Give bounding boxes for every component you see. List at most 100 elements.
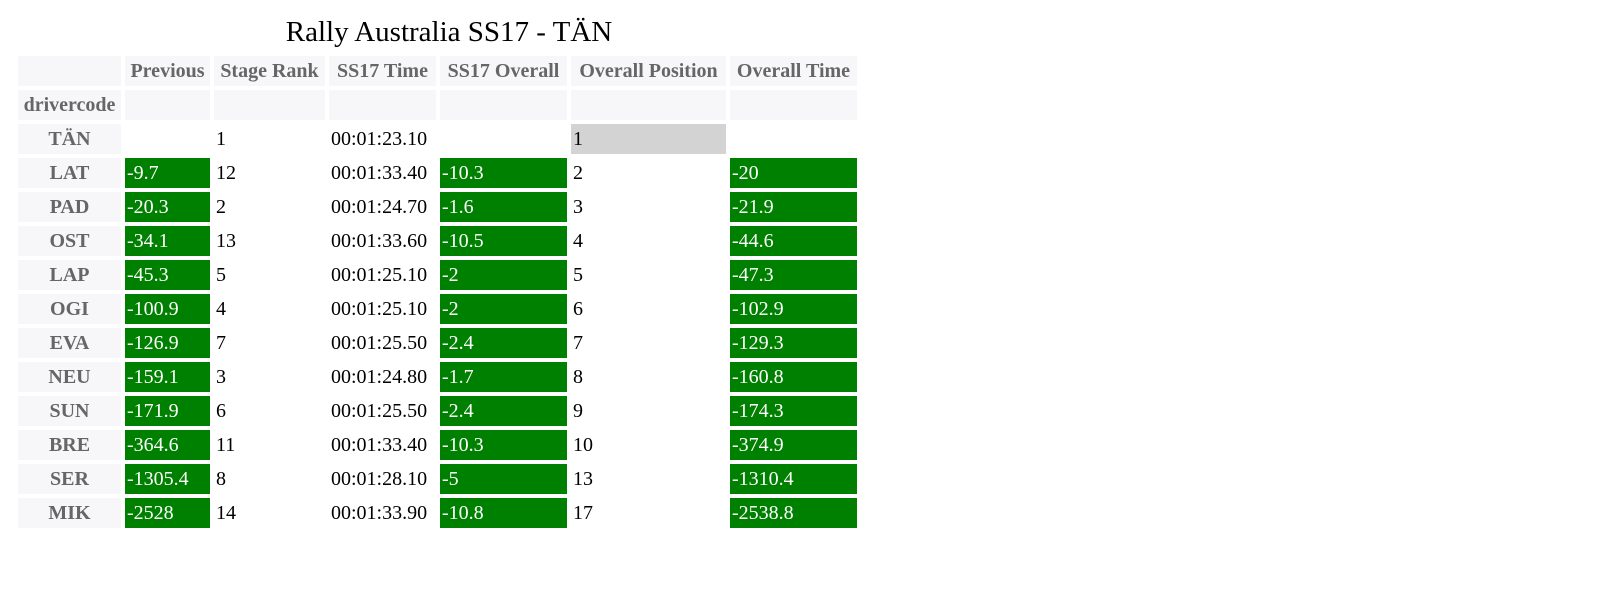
stage-rank-cell: 13 bbox=[216, 230, 236, 252]
overall-position-cell: 4 bbox=[573, 230, 583, 252]
previous-cell: -159.1 bbox=[125, 362, 210, 392]
previous-cell: -1305.4 bbox=[125, 464, 210, 494]
overall-position-cell: 8 bbox=[573, 366, 583, 388]
table-row: TÄN 1 00:01:23.10 1 bbox=[18, 124, 857, 154]
table-row: LAP -45.3 5 00:01:25.10 -2 5 -47.3 bbox=[18, 260, 857, 290]
overall-position-cell: 7 bbox=[573, 332, 583, 354]
stage-rank-cell: 1 bbox=[216, 128, 226, 150]
stage-rank-cell: 7 bbox=[216, 332, 226, 354]
previous-cell: -2528 bbox=[125, 498, 210, 528]
ss17-overall-cell: -10.3 bbox=[440, 430, 567, 460]
index-row-blank bbox=[214, 90, 325, 120]
ss17-overall-cell: -2.4 bbox=[440, 328, 567, 358]
driver-code: SUN bbox=[18, 396, 121, 426]
overall-position-cell: 9 bbox=[573, 400, 583, 422]
overall-time-cell bbox=[730, 124, 857, 154]
ss17-overall-cell: -10.3 bbox=[440, 158, 567, 188]
overall-time-cell: -160.8 bbox=[730, 362, 857, 392]
corner-header bbox=[18, 56, 121, 86]
driver-code: MIK bbox=[18, 498, 121, 528]
results-container: Rally Australia SS17 - TÄN Previous Stag… bbox=[18, 12, 880, 532]
driver-code: LAP bbox=[18, 260, 121, 290]
ss17-time-cell: 00:01:25.10 bbox=[331, 264, 428, 286]
driver-code: SER bbox=[18, 464, 121, 494]
stage-rank-cell: 11 bbox=[216, 434, 236, 456]
stage-rank-cell: 6 bbox=[216, 400, 226, 422]
ss17-time-cell: 00:01:33.90 bbox=[331, 502, 428, 524]
driver-code: PAD bbox=[18, 192, 121, 222]
driver-code: BRE bbox=[18, 430, 121, 460]
previous-cell: -20.3 bbox=[125, 192, 210, 222]
ss17-overall-cell: -2.4 bbox=[440, 396, 567, 426]
table-row: OST -34.1 13 00:01:33.60 -10.5 4 -44.6 bbox=[18, 226, 857, 256]
overall-position-cell: 1 bbox=[571, 124, 726, 154]
table-row: PAD -20.3 2 00:01:24.70 -1.6 3 -21.9 bbox=[18, 192, 857, 222]
overall-position-cell: 13 bbox=[573, 468, 593, 490]
column-header-ss17-overall: SS17 Overall bbox=[440, 56, 567, 86]
table-row: BRE -364.6 11 00:01:33.40 -10.3 10 -374.9 bbox=[18, 430, 857, 460]
index-row-blank bbox=[571, 90, 726, 120]
overall-time-cell: -44.6 bbox=[730, 226, 857, 256]
column-header-ss17-time: SS17 Time bbox=[329, 56, 436, 86]
ss17-overall-cell bbox=[440, 124, 567, 154]
stage-rank-cell: 4 bbox=[216, 298, 226, 320]
stage-rank-cell: 14 bbox=[216, 502, 236, 524]
overall-time-cell: -20 bbox=[730, 158, 857, 188]
overall-time-cell: -1310.4 bbox=[730, 464, 857, 494]
overall-position-cell: 10 bbox=[573, 434, 593, 456]
overall-time-cell: -47.3 bbox=[730, 260, 857, 290]
ss17-time-cell: 00:01:33.40 bbox=[331, 162, 428, 184]
overall-position-cell: 6 bbox=[573, 298, 583, 320]
table-header: Previous Stage Rank SS17 Time SS17 Overa… bbox=[18, 56, 857, 120]
column-header-previous: Previous bbox=[125, 56, 210, 86]
previous-cell: -126.9 bbox=[125, 328, 210, 358]
overall-time-cell: -174.3 bbox=[730, 396, 857, 426]
previous-cell: -364.6 bbox=[125, 430, 210, 460]
overall-time-cell: -129.3 bbox=[730, 328, 857, 358]
driver-code: OGI bbox=[18, 294, 121, 324]
overall-time-cell: -21.9 bbox=[730, 192, 857, 222]
driver-code: EVA bbox=[18, 328, 121, 358]
column-header-row: Previous Stage Rank SS17 Time SS17 Overa… bbox=[18, 56, 857, 86]
previous-cell: -45.3 bbox=[125, 260, 210, 290]
table-row: SUN -171.9 6 00:01:25.50 -2.4 9 -174.3 bbox=[18, 396, 857, 426]
stage-rank-cell: 12 bbox=[216, 162, 236, 184]
table-row: MIK -2528 14 00:01:33.90 -10.8 17 -2538.8 bbox=[18, 498, 857, 528]
table-caption: Rally Australia SS17 - TÄN bbox=[285, 16, 613, 48]
overall-position-cell: 3 bbox=[573, 196, 583, 218]
stage-rank-cell: 8 bbox=[216, 468, 226, 490]
column-header-overall-time: Overall Time bbox=[730, 56, 857, 86]
overall-time-cell: -102.9 bbox=[730, 294, 857, 324]
ss17-overall-cell: -10.8 bbox=[440, 498, 567, 528]
driver-code: OST bbox=[18, 226, 121, 256]
stage-rank-cell: 3 bbox=[216, 366, 226, 388]
column-header-overall-position: Overall Position bbox=[571, 56, 726, 86]
index-row-blank bbox=[125, 90, 210, 120]
driver-code: TÄN bbox=[18, 124, 121, 154]
ss17-overall-cell: -2 bbox=[440, 294, 567, 324]
ss17-time-cell: 00:01:28.10 bbox=[331, 468, 428, 490]
ss17-overall-cell: -5 bbox=[440, 464, 567, 494]
ss17-time-cell: 00:01:25.10 bbox=[331, 298, 428, 320]
column-header-stage-rank: Stage Rank bbox=[214, 56, 325, 86]
index-row-blank bbox=[730, 90, 857, 120]
index-row-blank bbox=[440, 90, 567, 120]
previous-cell: -9.7 bbox=[125, 158, 210, 188]
overall-position-cell: 2 bbox=[573, 162, 583, 184]
table-row: SER -1305.4 8 00:01:28.10 -5 13 -1310.4 bbox=[18, 464, 857, 494]
ss17-overall-cell: -1.7 bbox=[440, 362, 567, 392]
table-body: TÄN 1 00:01:23.10 1 LAT -9.7 12 00:01:33.40 -10.… bbox=[18, 124, 857, 528]
ss17-time-cell: 00:01:23.10 bbox=[331, 128, 428, 150]
stage-rank-cell: 2 bbox=[216, 196, 226, 218]
overall-time-cell: -374.9 bbox=[730, 430, 857, 460]
ss17-overall-cell: -2 bbox=[440, 260, 567, 290]
previous-cell bbox=[125, 124, 210, 154]
ss17-time-cell: 00:01:25.50 bbox=[331, 332, 428, 354]
ss17-time-cell: 00:01:24.70 bbox=[331, 196, 428, 218]
ss17-time-cell: 00:01:24.80 bbox=[331, 366, 428, 388]
previous-cell: -34.1 bbox=[125, 226, 210, 256]
overall-position-cell: 5 bbox=[573, 264, 583, 286]
stage-rank-cell: 5 bbox=[216, 264, 226, 286]
overall-time-cell: -2538.8 bbox=[730, 498, 857, 528]
previous-cell: -171.9 bbox=[125, 396, 210, 426]
